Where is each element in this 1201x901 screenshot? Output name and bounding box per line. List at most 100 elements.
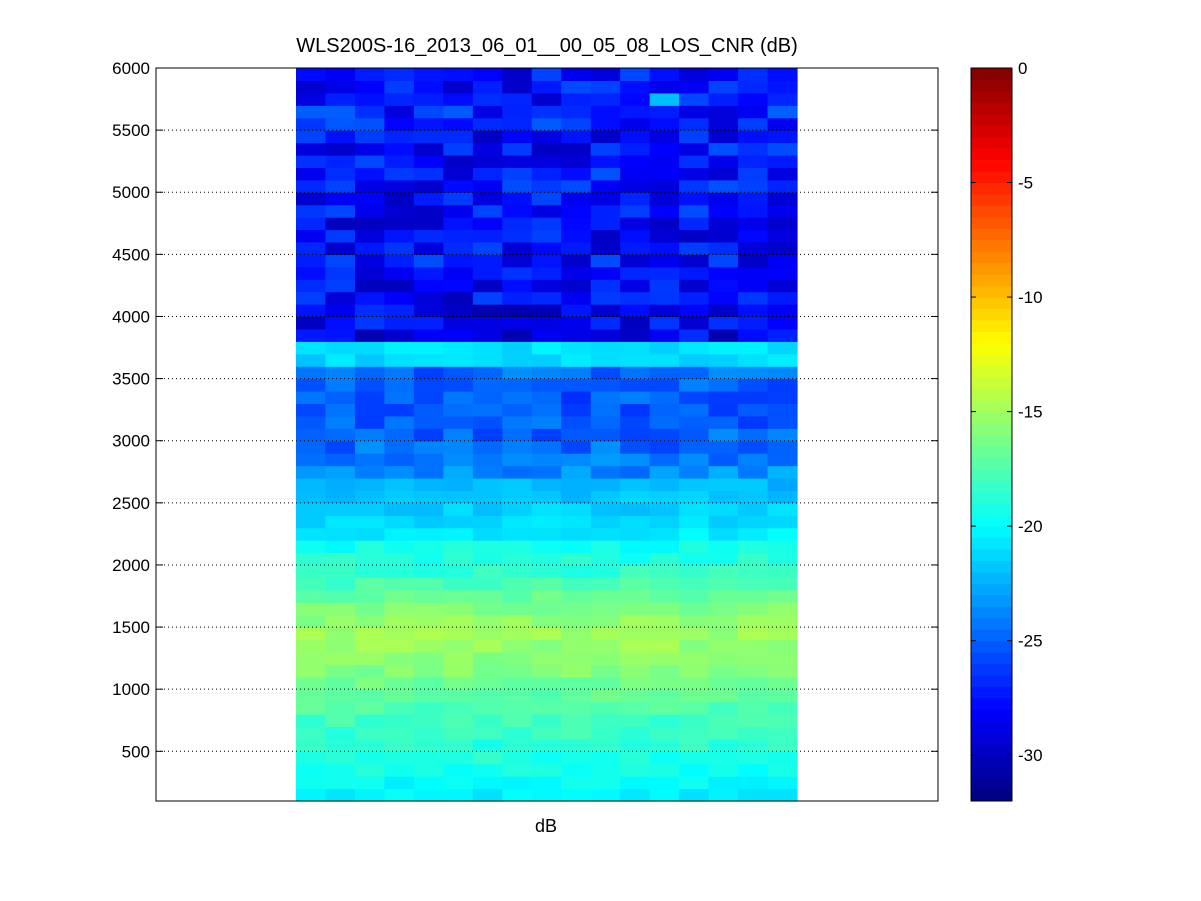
heatmap-cell <box>649 130 680 144</box>
heatmap-cell <box>767 527 798 541</box>
heatmap-cell <box>296 527 327 541</box>
heatmap-cell <box>708 440 739 454</box>
heatmap-cell <box>590 602 621 616</box>
colorbar-step <box>971 571 1012 584</box>
heatmap-cell <box>384 477 415 491</box>
heatmap-cell <box>325 453 356 467</box>
heatmap-cell <box>561 304 592 318</box>
heatmap-cell <box>472 564 503 578</box>
heatmap-cell <box>384 527 415 541</box>
heatmap-cell <box>325 763 356 777</box>
heatmap-cell <box>590 217 621 231</box>
heatmap-cell <box>443 453 474 467</box>
heatmap-cell <box>531 502 562 516</box>
heatmap-cell <box>738 241 769 255</box>
heatmap-cell <box>649 465 680 479</box>
heatmap-cell <box>531 788 562 802</box>
heatmap-cell <box>296 353 327 367</box>
heatmap-cell <box>413 179 444 193</box>
heatmap-cell <box>620 465 651 479</box>
heatmap-cell <box>413 639 444 653</box>
heatmap-cell <box>679 80 710 94</box>
heatmap-cell <box>384 651 415 665</box>
heatmap-cell <box>620 428 651 442</box>
heatmap-cell <box>708 254 739 268</box>
heatmap-cell <box>443 689 474 703</box>
heatmap-cell <box>679 217 710 231</box>
heatmap-cell <box>679 763 710 777</box>
heatmap-cell <box>649 378 680 392</box>
heatmap-cell <box>443 552 474 566</box>
heatmap-cell <box>325 564 356 578</box>
heatmap-cell <box>325 664 356 678</box>
heatmap-cell <box>649 179 680 193</box>
heatmap-cell <box>531 353 562 367</box>
heatmap-cell <box>502 577 533 591</box>
heatmap-cell <box>472 229 503 243</box>
heatmap-cell <box>443 776 474 790</box>
heatmap-cell <box>767 502 798 516</box>
colorbar-step <box>971 90 1012 103</box>
heatmap-cell <box>502 378 533 392</box>
heatmap-cell <box>708 714 739 728</box>
heatmap-cell <box>531 204 562 218</box>
heatmap-cell <box>384 254 415 268</box>
heatmap-cell <box>620 527 651 541</box>
heatmap-cell <box>649 266 680 280</box>
heatmap-cell <box>561 353 592 367</box>
heatmap-cell <box>354 614 386 628</box>
heatmap-cell <box>561 192 592 206</box>
heatmap-cell <box>767 403 798 417</box>
heatmap-cell <box>531 366 562 380</box>
heatmap-cell <box>472 540 503 554</box>
heatmap-cell <box>767 68 798 82</box>
heatmap-cell <box>561 440 592 454</box>
heatmap-cell <box>502 477 533 491</box>
heatmap-cell <box>531 241 562 255</box>
heatmap-cell <box>472 316 503 330</box>
heatmap-cell <box>325 92 356 106</box>
heatmap-cell <box>708 428 739 442</box>
colorbar-step <box>971 743 1012 756</box>
heatmap-cell <box>472 651 503 665</box>
heatmap-cell <box>738 751 769 765</box>
heatmap-cell <box>767 204 798 218</box>
heatmap-cell <box>325 353 356 367</box>
heatmap-cell <box>767 738 798 752</box>
heatmap-cell <box>502 627 533 641</box>
heatmap-cell <box>413 614 444 628</box>
heatmap-cell <box>443 714 474 728</box>
heatmap-cell <box>502 676 533 690</box>
heatmap-cell <box>738 639 769 653</box>
colorbar-step <box>971 239 1012 252</box>
heatmap-cell <box>679 378 710 392</box>
heatmap-cell <box>296 477 327 491</box>
heatmap-cell <box>679 403 710 417</box>
heatmap-cell <box>738 415 769 429</box>
heatmap-cell <box>708 689 739 703</box>
heatmap-cell <box>384 428 415 442</box>
heatmap-cell <box>413 316 444 330</box>
heatmap-cell <box>472 217 503 231</box>
heatmap-cell <box>620 738 651 752</box>
heatmap-cell <box>708 229 739 243</box>
heatmap-cell <box>502 502 533 516</box>
heatmap-cell <box>384 453 415 467</box>
heatmap-cell <box>443 589 474 603</box>
heatmap-cell <box>561 776 592 790</box>
heatmap-cell <box>354 179 386 193</box>
heatmap-cell <box>502 105 533 119</box>
heatmap-cell <box>413 403 444 417</box>
heatmap-cell <box>620 515 651 529</box>
heatmap-cell <box>561 540 592 554</box>
heatmap-cell <box>472 279 503 293</box>
heatmap-cell <box>531 714 562 728</box>
heatmap-cell <box>354 204 386 218</box>
heatmap-cell <box>649 167 680 181</box>
heatmap-cell <box>384 701 415 715</box>
heatmap-cell <box>708 353 739 367</box>
heatmap-cell <box>620 676 651 690</box>
heatmap-cell <box>472 776 503 790</box>
heatmap-cell <box>384 142 415 156</box>
heatmap-cell <box>502 415 533 429</box>
